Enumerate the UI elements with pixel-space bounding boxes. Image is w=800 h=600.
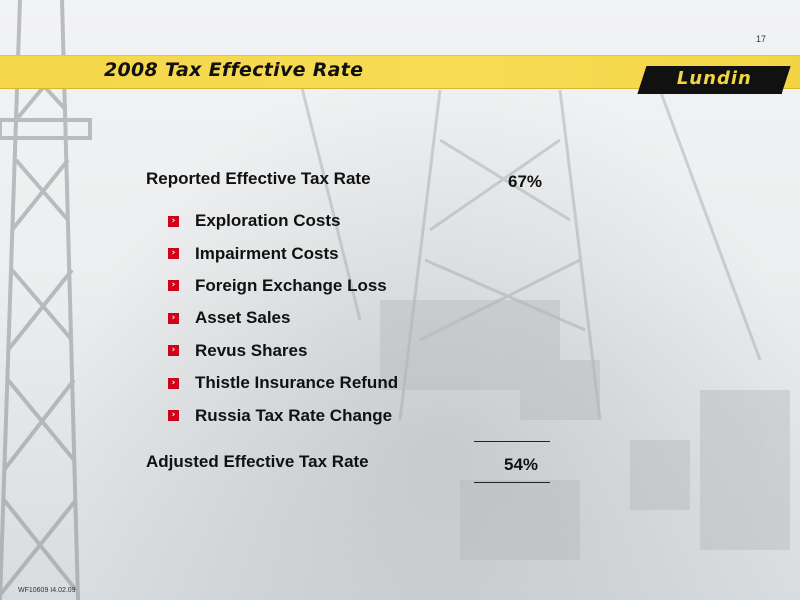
arrow-bullet-icon: ›: [168, 345, 179, 357]
page-number: 17: [755, 34, 766, 44]
list-item: › Asset Sales: [168, 302, 398, 334]
arrow-bullet-icon: ›: [168, 410, 179, 422]
lundin-logo: Lundin: [637, 66, 791, 94]
arrow-bullet-icon: ›: [168, 312, 179, 324]
arrow-bullet-icon: ›: [168, 215, 179, 227]
sum-rule-top: [474, 441, 550, 442]
list-item: › Exploration Costs: [168, 205, 398, 237]
logo-underline: [658, 92, 782, 94]
list-item: › Revus Shares: [168, 335, 398, 367]
adjustment-list: › Exploration Costs › Impairment Costs › Fo…: [168, 205, 398, 432]
arrow-bullet-icon: ›: [168, 377, 179, 389]
list-item: › Foreign Exchange Loss: [168, 270, 398, 302]
adjusted-rate-label: Adjusted Effective Tax Rate: [146, 452, 369, 471]
logo-text: Lundin: [676, 68, 752, 89]
footer-reference: WF10609 I4.02.09: [18, 587, 76, 594]
arrow-bullet-icon: ›: [168, 248, 179, 260]
list-item: › Thistle Insurance Refund: [168, 367, 398, 399]
arrow-bullet-icon: ›: [168, 280, 179, 292]
reported-rate-label: Reported Effective Tax Rate: [146, 169, 371, 188]
list-item: › Russia Tax Rate Change: [168, 399, 398, 431]
list-item: › Impairment Costs: [168, 237, 398, 269]
reported-rate-value: 67%: [508, 172, 543, 191]
adjusted-rate-value: 54%: [504, 455, 539, 474]
sum-rule-bottom: [474, 482, 550, 483]
slide-title: 2008 Tax Effective Rate: [104, 59, 364, 81]
